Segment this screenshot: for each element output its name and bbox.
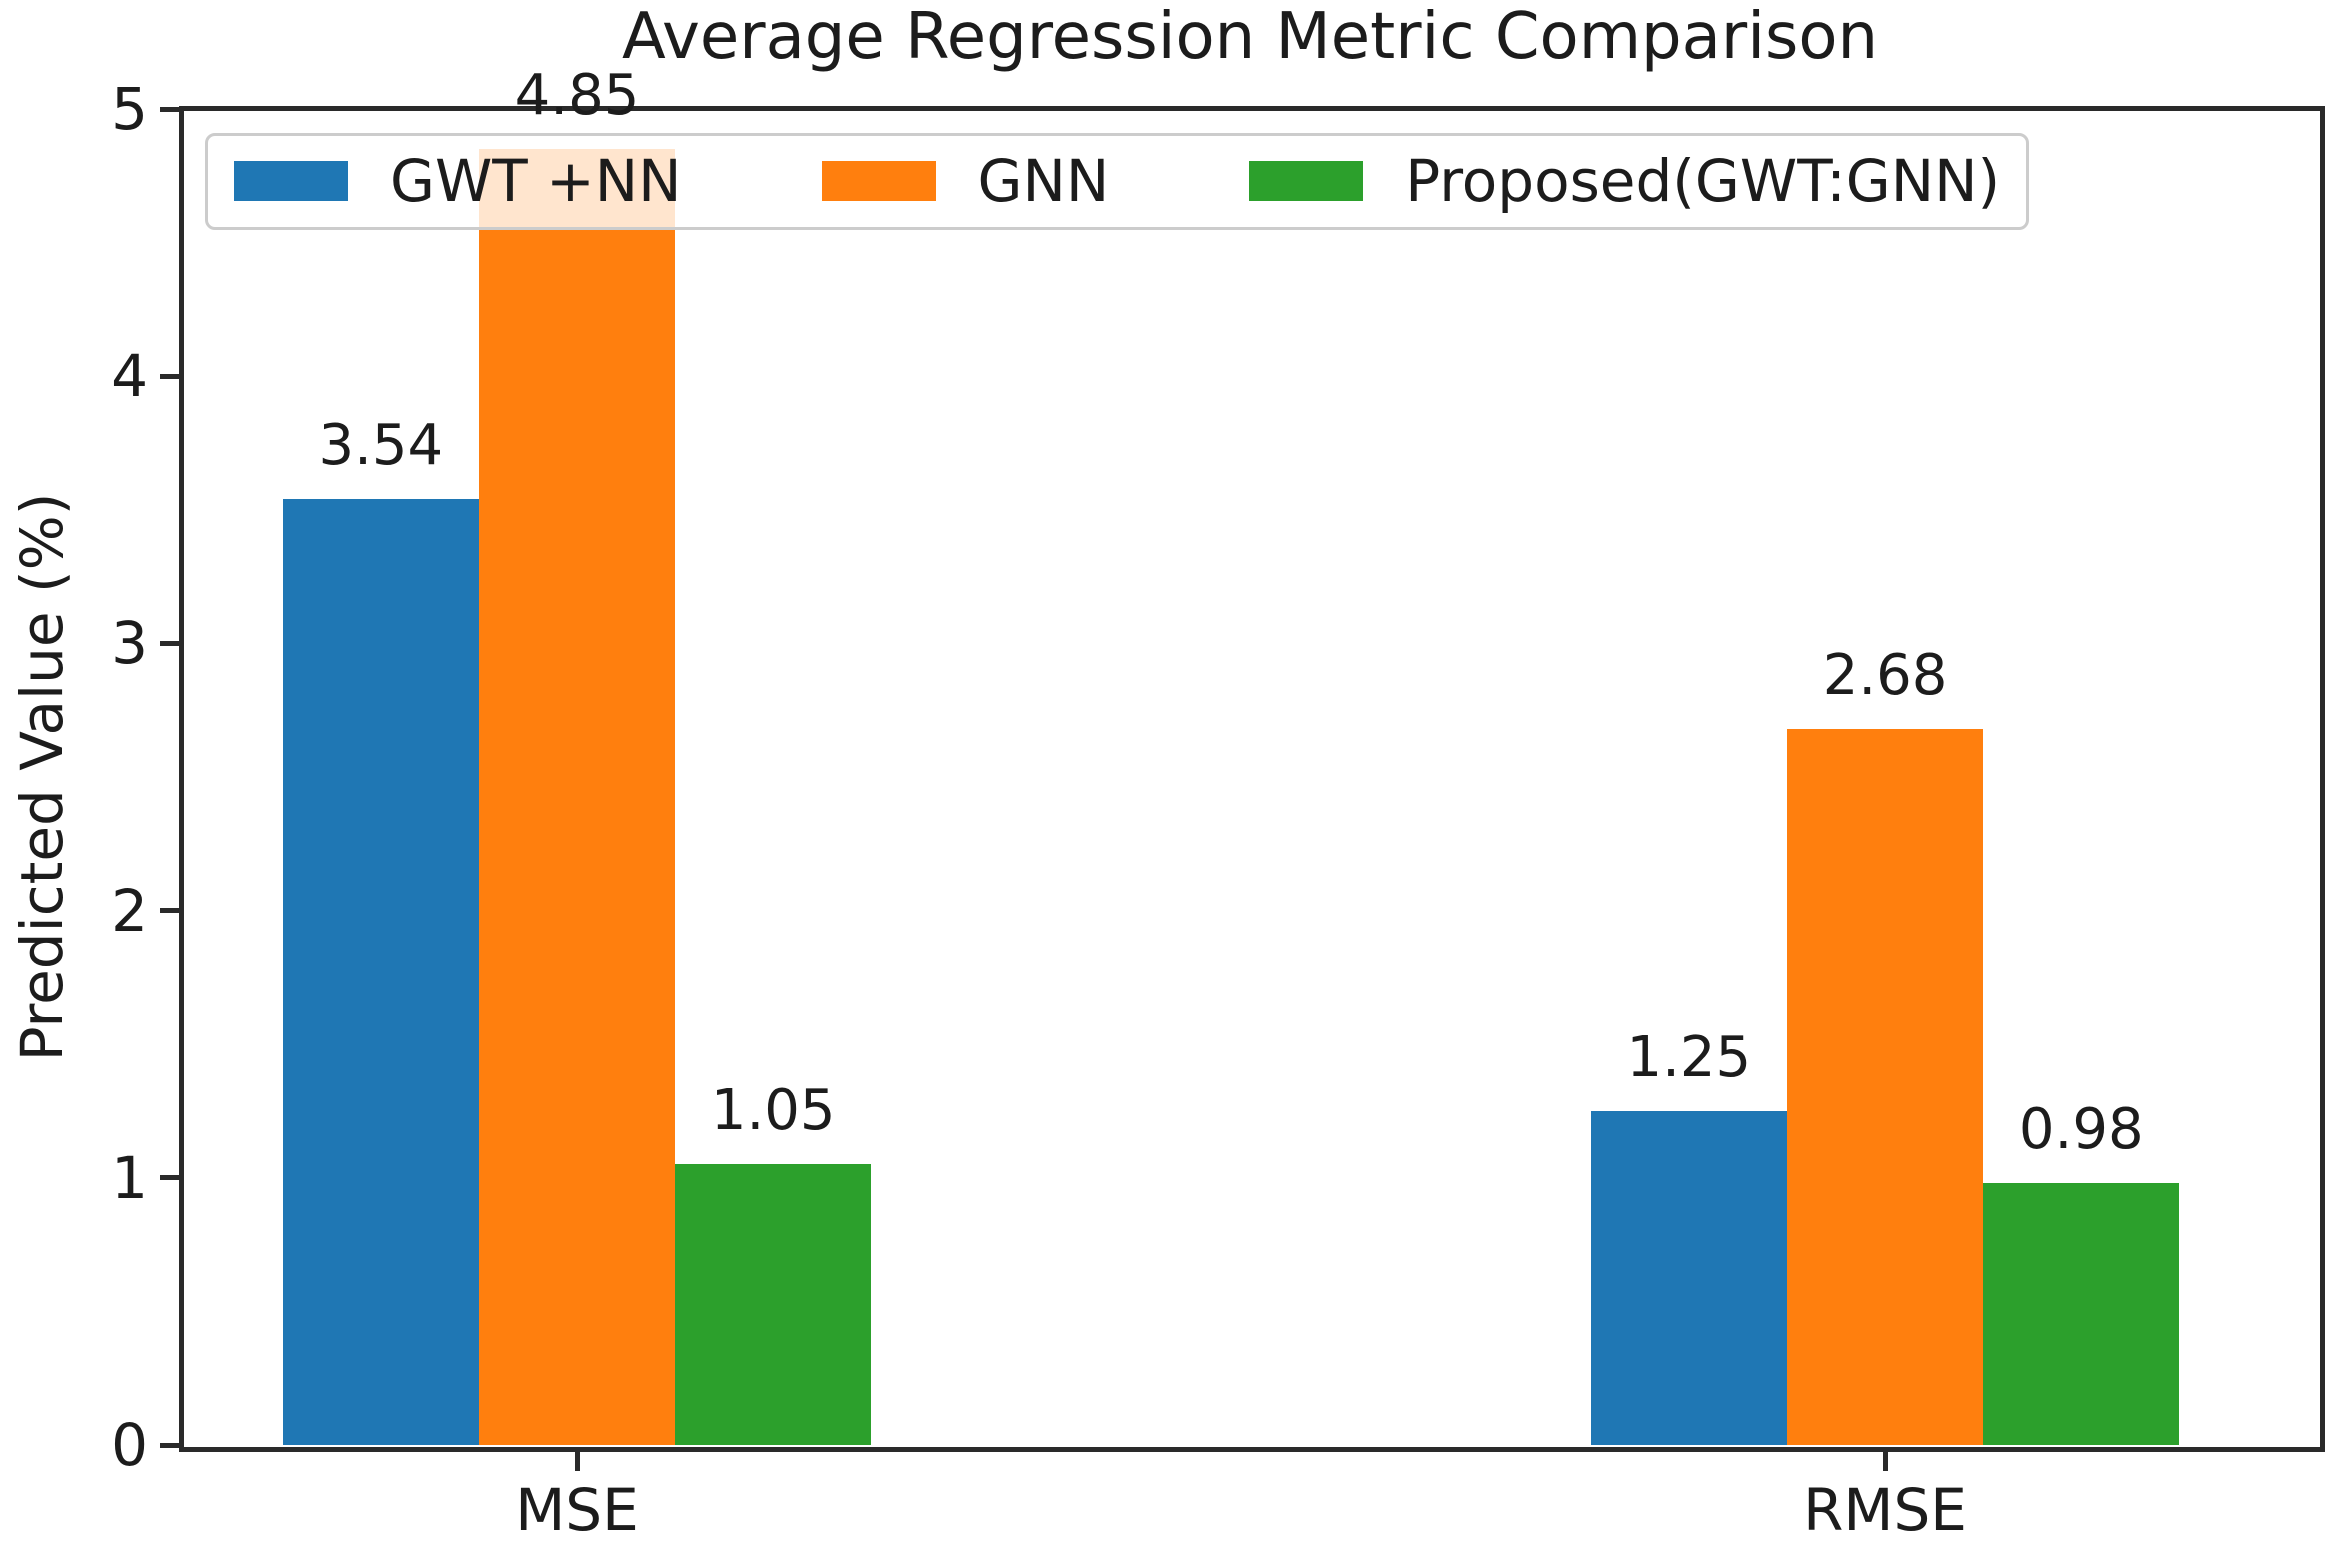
bar-Proposed(GWT:GNN)-MSE — [675, 1164, 872, 1445]
y-axis-tick-label: 0 — [111, 1411, 148, 1479]
bar-GWT +NN-RMSE — [1590, 1111, 1787, 1445]
y-axis-tick-label: 1 — [111, 1143, 148, 1212]
y-axis-tick — [160, 106, 182, 112]
y-axis-label: Predicted Value (%) — [8, 492, 76, 1062]
x-axis-tick — [574, 1447, 580, 1471]
x-axis-tick — [1882, 1447, 1888, 1471]
bar-value-label: 1.05 — [710, 1078, 836, 1144]
y-axis-tick — [160, 1442, 182, 1448]
legend-entry-GWT +NN: GWT +NN — [234, 151, 682, 212]
bar-value-label: 0.98 — [2018, 1097, 2144, 1163]
legend-label: GWT +NN — [390, 147, 682, 215]
x-axis-tick-label-MSE: MSE — [515, 1476, 639, 1544]
legend-swatch — [234, 161, 348, 202]
bar-value-label: 1.25 — [1626, 1025, 1752, 1090]
y-axis-tick — [160, 1175, 182, 1181]
bar-GWT +NN-MSE — [282, 499, 479, 1445]
y-axis-tick-label: 5 — [111, 75, 148, 143]
legend-label: GNN — [977, 147, 1110, 215]
bar-value-label: 3.54 — [318, 413, 444, 479]
bar-GNN-RMSE — [1786, 728, 1984, 1445]
bar-Proposed(GWT:GNN)-RMSE — [1983, 1183, 2180, 1445]
legend-swatch — [1249, 161, 1364, 202]
legend-swatch — [821, 161, 936, 202]
chart-title: Average Regression Metric Comparison — [621, 0, 1879, 74]
y-axis-tick — [160, 908, 182, 914]
y-axis-tick-label: 4 — [111, 342, 148, 411]
legend-entry-Proposed(GWT:GNN): Proposed(GWT:GNN) — [1249, 151, 2000, 212]
y-axis-tick-label: 2 — [111, 876, 148, 945]
legend-entry-GNN: GNN — [821, 147, 1110, 215]
legend: GWT +NN GNN Proposed(GWT:GNN) — [205, 133, 2030, 230]
y-axis-tick — [160, 373, 182, 379]
bar-GNN-MSE — [478, 149, 676, 1445]
y-axis-tick — [160, 640, 182, 646]
bar-value-label: 4.85 — [514, 63, 640, 129]
legend-label: Proposed(GWT:GNN) — [1405, 147, 2001, 215]
y-axis-tick-label: 3 — [111, 609, 148, 678]
bar-value-label: 2.68 — [1822, 642, 1948, 708]
x-axis-tick-label-RMSE: RMSE — [1803, 1476, 1967, 1544]
